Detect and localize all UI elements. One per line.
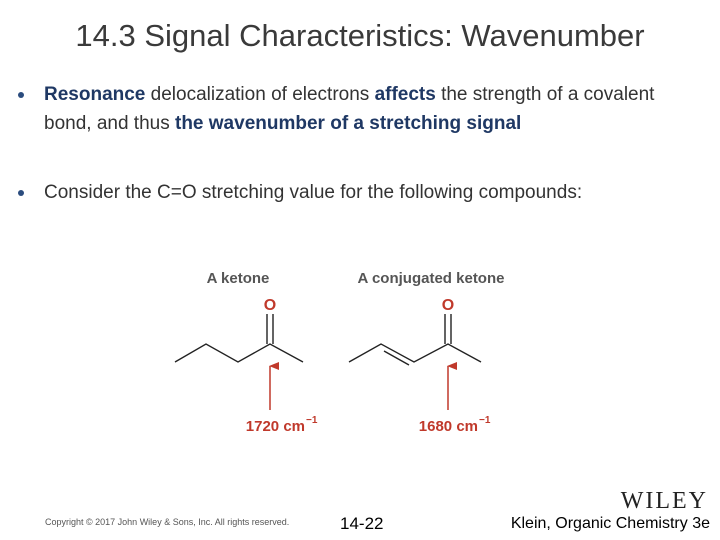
bold-text: the wavenumber of a stretching signal bbox=[175, 113, 522, 134]
text: Consider the C=O stretching value for th… bbox=[44, 182, 583, 203]
bold-text: affects bbox=[374, 84, 436, 105]
compound-name: A ketone bbox=[207, 270, 270, 287]
page-number: 14-22 bbox=[340, 514, 384, 533]
exponent: −1 bbox=[479, 415, 491, 426]
exponent: −1 bbox=[306, 415, 318, 426]
slide-title: 14.3 Signal Characteristics: Wavenumber bbox=[75, 18, 645, 53]
atom-label: O bbox=[442, 297, 454, 314]
bullet: Resonance delocalization of electrons af… bbox=[18, 80, 684, 138]
text: delocalization of electrons bbox=[145, 84, 375, 105]
copyright: Copyright © 2017 John Wiley & Sons, Inc.… bbox=[45, 517, 290, 527]
bullet: Consider the C=O stretching value for th… bbox=[18, 178, 684, 207]
atom-label: O bbox=[264, 297, 276, 314]
ketone-skeleton bbox=[174, 314, 304, 363]
bullet-dot bbox=[18, 92, 24, 98]
compound-name: A conjugated ketone bbox=[358, 270, 505, 287]
conjugated-ketone-skeleton bbox=[348, 314, 482, 366]
wavenumber: 1680 cm bbox=[419, 418, 478, 435]
bold-text: Resonance bbox=[44, 84, 146, 105]
citation: Klein, Organic Chemistry 3e bbox=[510, 515, 710, 532]
logo: WILEY bbox=[620, 488, 708, 514]
text: the strength of a covalent bond, and thu… bbox=[44, 84, 655, 134]
bullet-dot bbox=[18, 190, 24, 196]
wavenumber: 1720 cm bbox=[246, 418, 305, 435]
